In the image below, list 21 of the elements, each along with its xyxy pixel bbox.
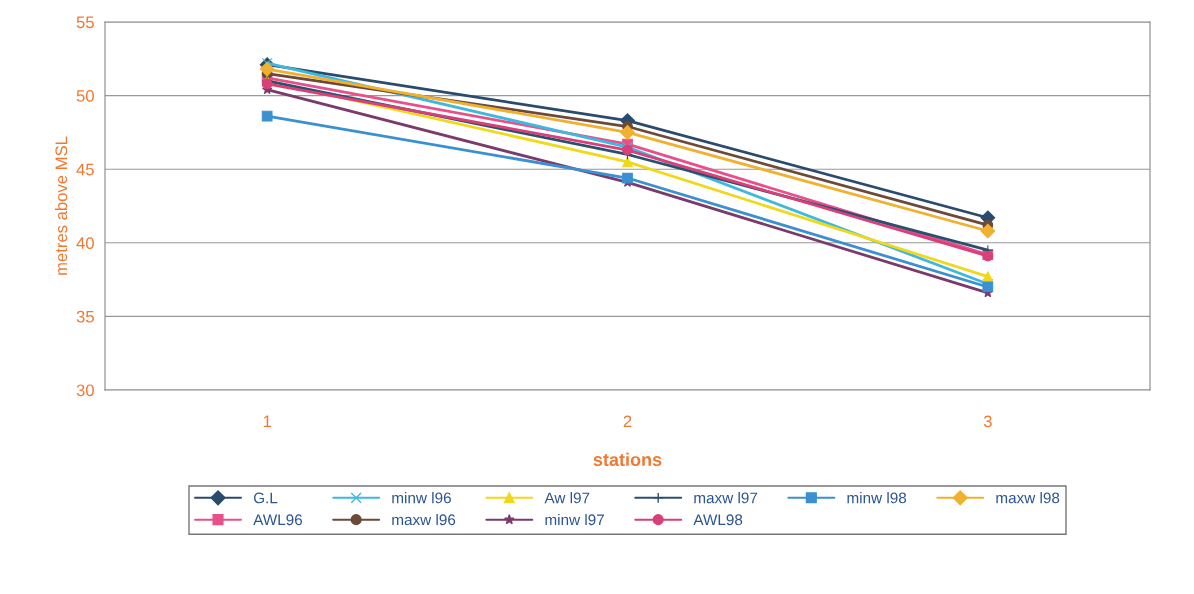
x-tick-label: 3 <box>983 415 992 428</box>
y-axis-title: metres above MSL <box>54 136 68 275</box>
y-tick-label: 55 <box>76 16 94 29</box>
y-tick-label: 45 <box>76 163 94 176</box>
legend-label: Aw l97 <box>544 492 590 504</box>
x-axis-title: stations <box>593 452 662 467</box>
legend-label: minw l98 <box>847 492 907 504</box>
x-tick-label: 1 <box>263 415 271 428</box>
y-tick-label: 40 <box>76 237 94 249</box>
legend-label: G.L <box>253 492 278 504</box>
legend-label: minw l97 <box>545 513 604 526</box>
y-tick-label: 50 <box>76 90 94 102</box>
legend-label: AWL98 <box>693 514 743 526</box>
legend-label: maxw l96 <box>392 513 456 526</box>
y-tick-label: 30 <box>76 384 94 397</box>
x-tick-label: 2 <box>623 415 632 428</box>
legend-label: maxw l97 <box>694 492 758 504</box>
y-tick-label: 35 <box>76 310 94 323</box>
legend-label: maxw l98 <box>996 492 1060 504</box>
legend-label: AWL96 <box>253 514 303 526</box>
legend-label: minw l96 <box>392 492 451 504</box>
